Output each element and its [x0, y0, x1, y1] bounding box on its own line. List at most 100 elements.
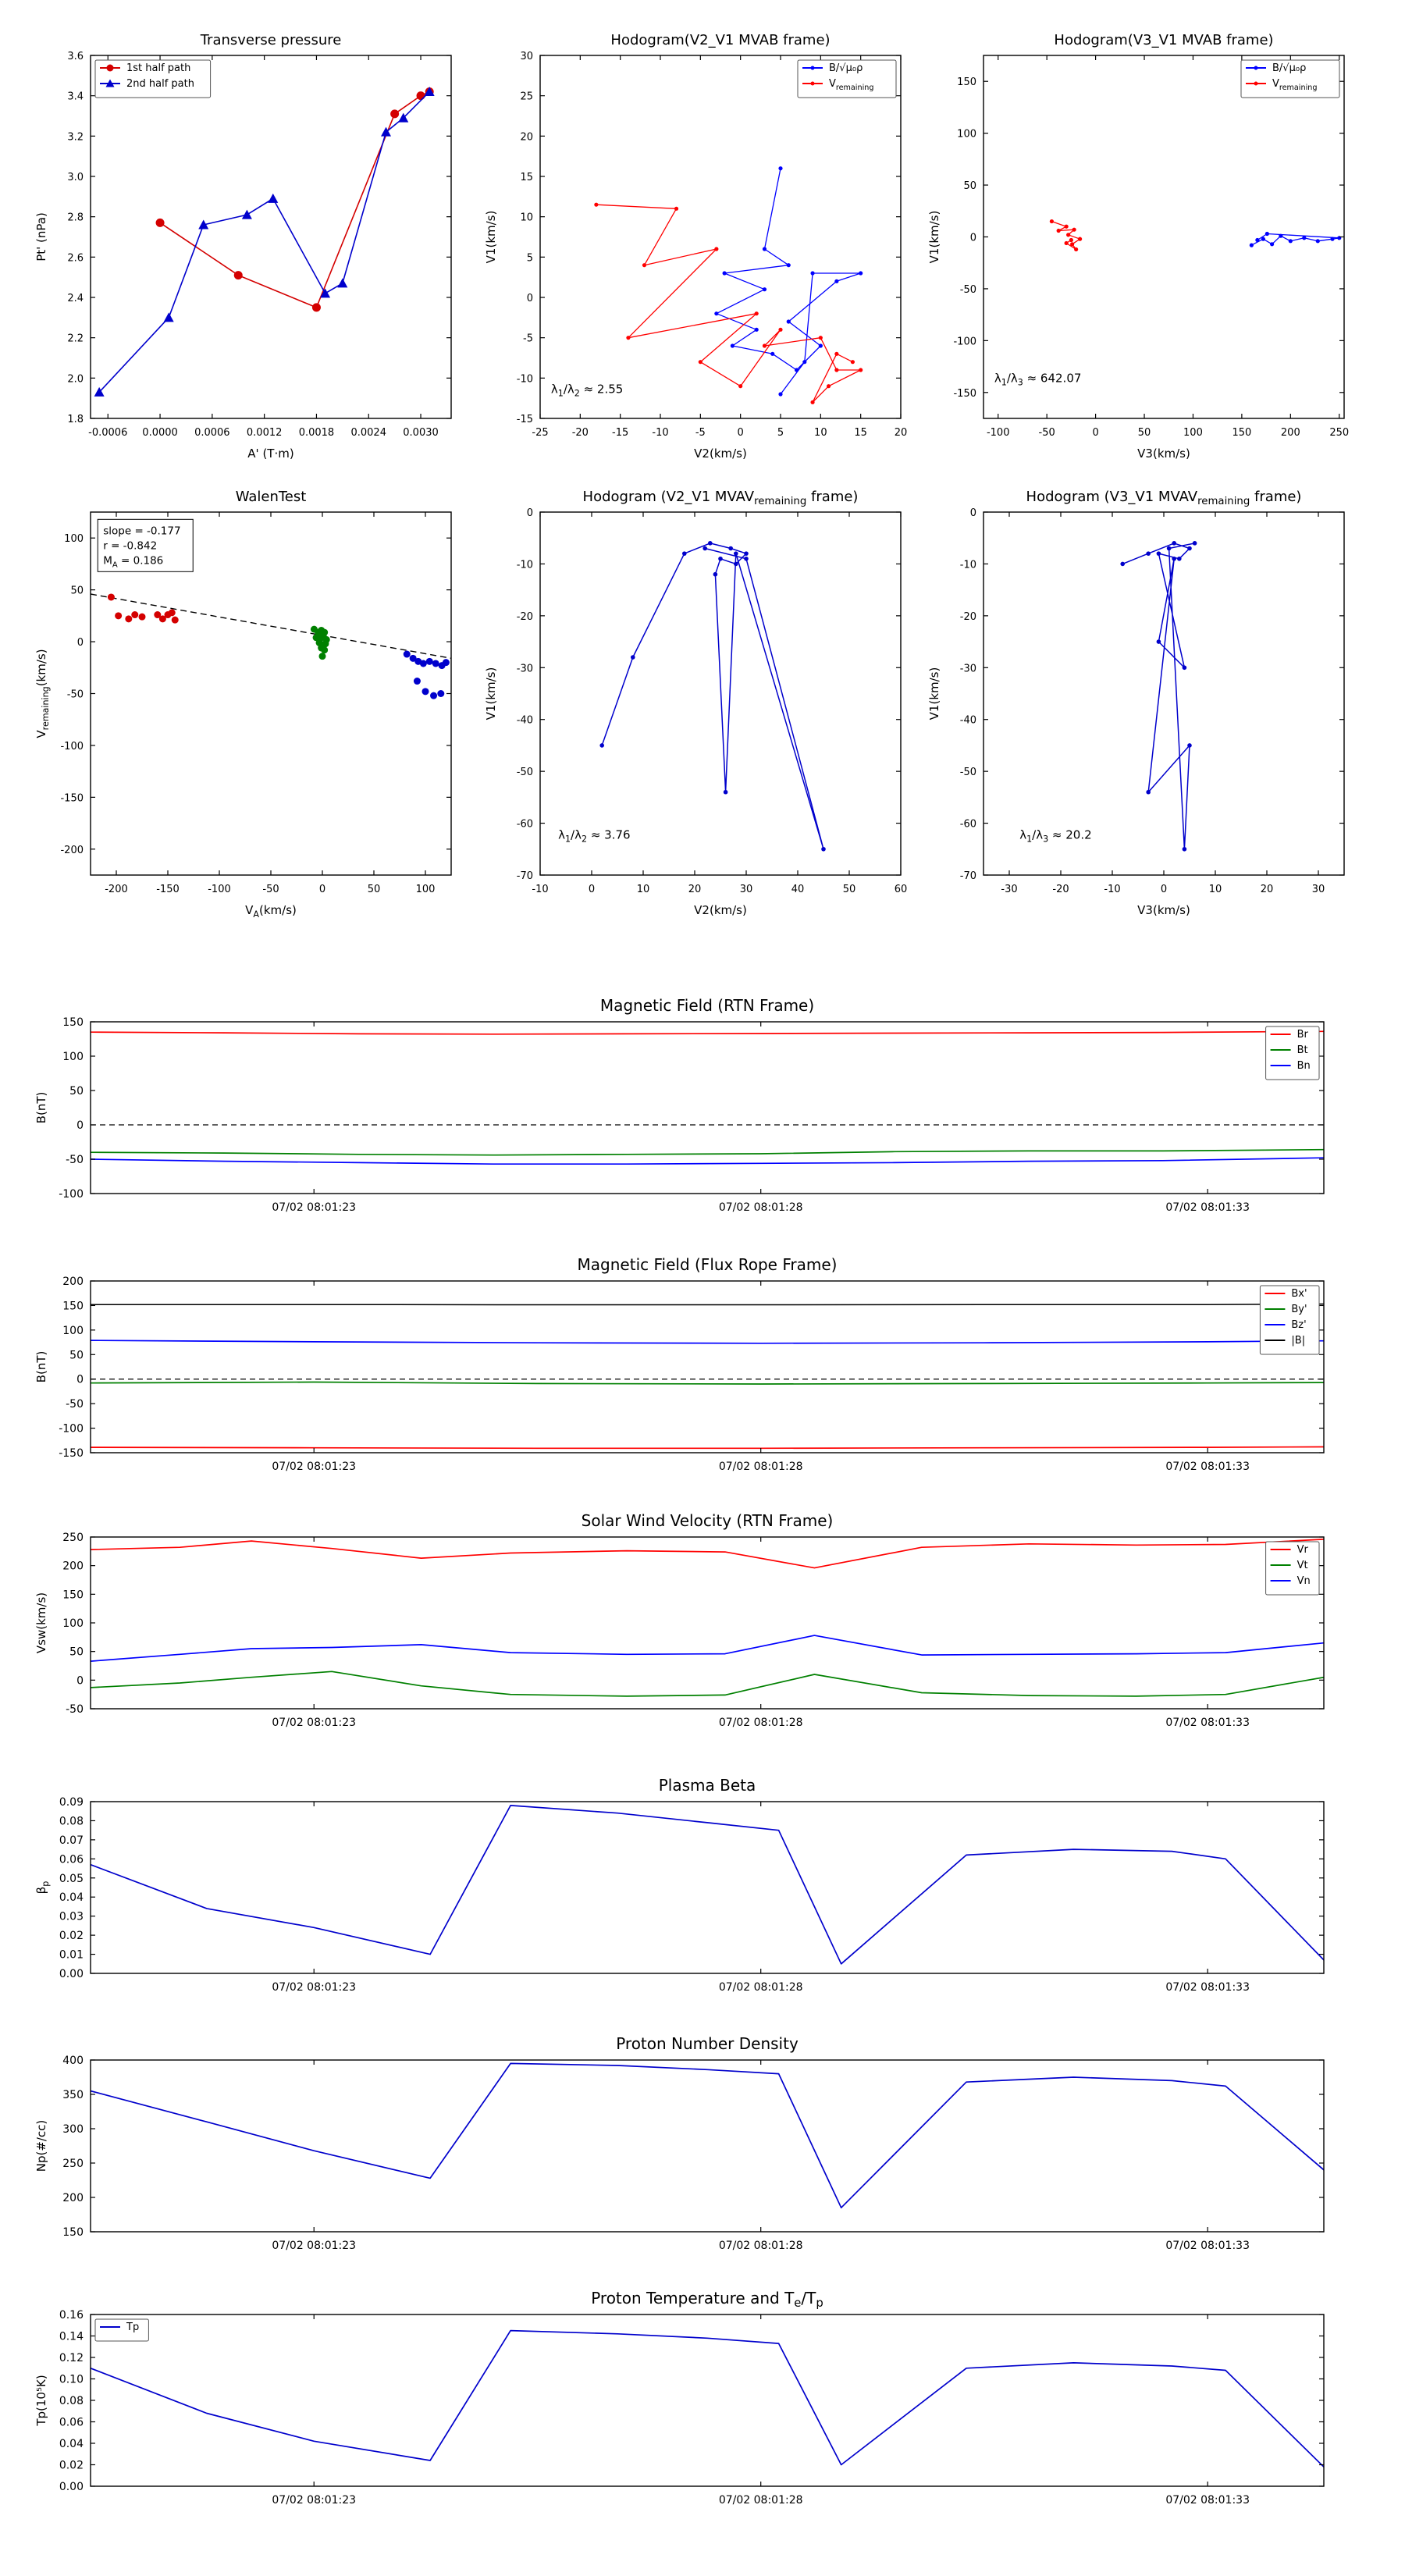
y-axis-label: V1(km/s) — [484, 211, 498, 264]
marker — [834, 279, 839, 283]
y-tick-label: 50 — [70, 585, 84, 597]
x-tick-label: 20 — [688, 884, 702, 895]
x-tick-label: 07/02 08:01:28 — [719, 2240, 803, 2252]
hodogram_v2v1_mvav-chart: -10 0 10 20 30 40 50 60 -70 -60 -50 -40 -30 -20 -10 0 V2… — [484, 489, 907, 917]
y-tick-label: -20 — [517, 611, 533, 623]
plot-title: Hodogram(V3_V1 MVAB frame) — [1054, 32, 1273, 48]
x-tick-label: -200 — [105, 884, 128, 895]
y-tick-label: 15 — [520, 172, 533, 183]
y-tick-label: -40 — [517, 715, 533, 727]
series-B over sqrt(mu0 rho) — [1122, 543, 1195, 850]
x-tick-label: 30 — [1312, 884, 1325, 895]
marker — [1066, 233, 1071, 237]
legend: B/√μ₀ρ Vremaining — [797, 59, 897, 98]
marker — [163, 312, 174, 322]
x-tick-label: -20 — [1052, 884, 1069, 895]
x-tick-label: -10 — [652, 427, 668, 439]
y-tick-label: 300 — [62, 2123, 84, 2136]
y-tick-label: 100 — [957, 129, 976, 141]
marker — [834, 368, 839, 372]
marker — [821, 846, 826, 852]
marker — [107, 593, 115, 601]
y-tick-label: -50 — [66, 1154, 84, 1166]
y-axis-label: B(nT) — [34, 1092, 48, 1124]
x-tick-label: -10 — [1104, 884, 1120, 895]
plot-area — [91, 1030, 1324, 1165]
y-tick-label: 10 — [520, 212, 533, 224]
plot-title: Magnetic Field (Flux Rope Frame) — [578, 1255, 838, 1274]
marker — [1254, 66, 1258, 70]
y-tick-label: -70 — [517, 870, 533, 882]
axes-frame — [983, 55, 1345, 419]
y-tick-label: 20 — [520, 131, 533, 143]
y-tick-label: 0.12 — [59, 2352, 84, 2364]
marker — [171, 616, 179, 624]
legend-label: Br — [1297, 1029, 1309, 1041]
x-tick-label: 07/02 08:01:33 — [1165, 1981, 1250, 1994]
plot-hodogram-v2v1-mvab: -25 -20 -15 -10 -5 0 5 10 15 20 -15 -10 -5 0 5 10 15 20 25… — [466, 18, 915, 475]
marker — [1070, 242, 1075, 247]
y-axis-label: B(nT) — [34, 1351, 48, 1383]
x-tick-label: 0 — [1161, 884, 1167, 895]
x-tick-label: -50 — [1039, 427, 1055, 439]
x-tick-label: -100 — [208, 884, 231, 895]
marker — [125, 615, 133, 623]
x-axis-label: V2(km/s) — [694, 903, 747, 917]
y-tick-label: 50 — [963, 180, 976, 192]
x-tick-label: 50 — [368, 884, 381, 895]
y-tick-label: 150 — [62, 1300, 84, 1312]
x-tick-label: -150 — [156, 884, 180, 895]
marker — [714, 247, 719, 251]
y-tick-label: 0.00 — [59, 2481, 84, 2493]
axes-frame — [90, 55, 452, 419]
marker — [1270, 242, 1275, 247]
plot-title: Proton Temperature and Te/Tp — [591, 2289, 823, 2310]
y-tick-label: 0 — [527, 507, 533, 519]
walen_test-chart: -200 -150 -100 -50 0 50 100 -200 -150 -100 -50 0 50 1… — [34, 489, 452, 920]
y-tick-label: -50 — [960, 284, 976, 296]
x-tick-label: 07/02 08:01:33 — [1165, 2494, 1250, 2507]
plot-title: Proton Number Density — [616, 2034, 799, 2053]
annotation: λ1/λ3 ≈ 642.07 — [994, 372, 1082, 388]
marker — [390, 109, 400, 119]
legend: Vr Vt Vn — [1265, 1541, 1320, 1596]
marker — [834, 351, 839, 356]
y-tick-label: -200 — [60, 845, 84, 856]
marker — [778, 166, 783, 171]
marker — [158, 615, 166, 623]
y-tick-label: 150 — [957, 76, 976, 88]
marker — [241, 209, 252, 219]
annotation-box — [97, 518, 194, 572]
marker — [722, 271, 727, 276]
x-tick-label: 20 — [895, 427, 908, 439]
marker — [1182, 846, 1187, 852]
marker — [381, 126, 392, 137]
x-tick-label: 0 — [738, 427, 744, 439]
y-tick-label: -100 — [60, 741, 84, 753]
y-tick-label: 5 — [527, 252, 533, 264]
y-tick-label: 200 — [62, 1276, 84, 1288]
y-tick-label: 100 — [62, 1617, 84, 1630]
x-tick-label: -20 — [572, 427, 589, 439]
y-tick-label: 150 — [62, 1016, 84, 1029]
marker — [762, 247, 767, 251]
marker — [810, 271, 815, 276]
transverse_pressure-chart: -0.0006 0.0000 0.0006 0.0012 0.0018 0.0024 0.0… — [34, 32, 452, 461]
marker — [599, 743, 604, 748]
marker — [714, 311, 719, 316]
plot-area — [594, 166, 863, 404]
marker — [810, 400, 815, 404]
annotation-line: slope = -0.177 — [103, 525, 180, 537]
y-tick-label: 0.14 — [59, 2331, 84, 2343]
marker — [1187, 743, 1192, 748]
marker — [1261, 237, 1265, 241]
y-tick-label: 250 — [62, 1532, 84, 1544]
y-tick-label: 0.08 — [59, 2395, 84, 2407]
marker — [778, 327, 783, 332]
x-tick-label: 07/02 08:01:28 — [719, 1981, 803, 1994]
marker — [818, 343, 823, 348]
axes-frame — [90, 1021, 1325, 1194]
legend: Br Bt Bn — [1265, 1026, 1320, 1080]
x-tick-label: 50 — [843, 884, 856, 895]
legend-label: 2nd half path — [126, 78, 194, 90]
